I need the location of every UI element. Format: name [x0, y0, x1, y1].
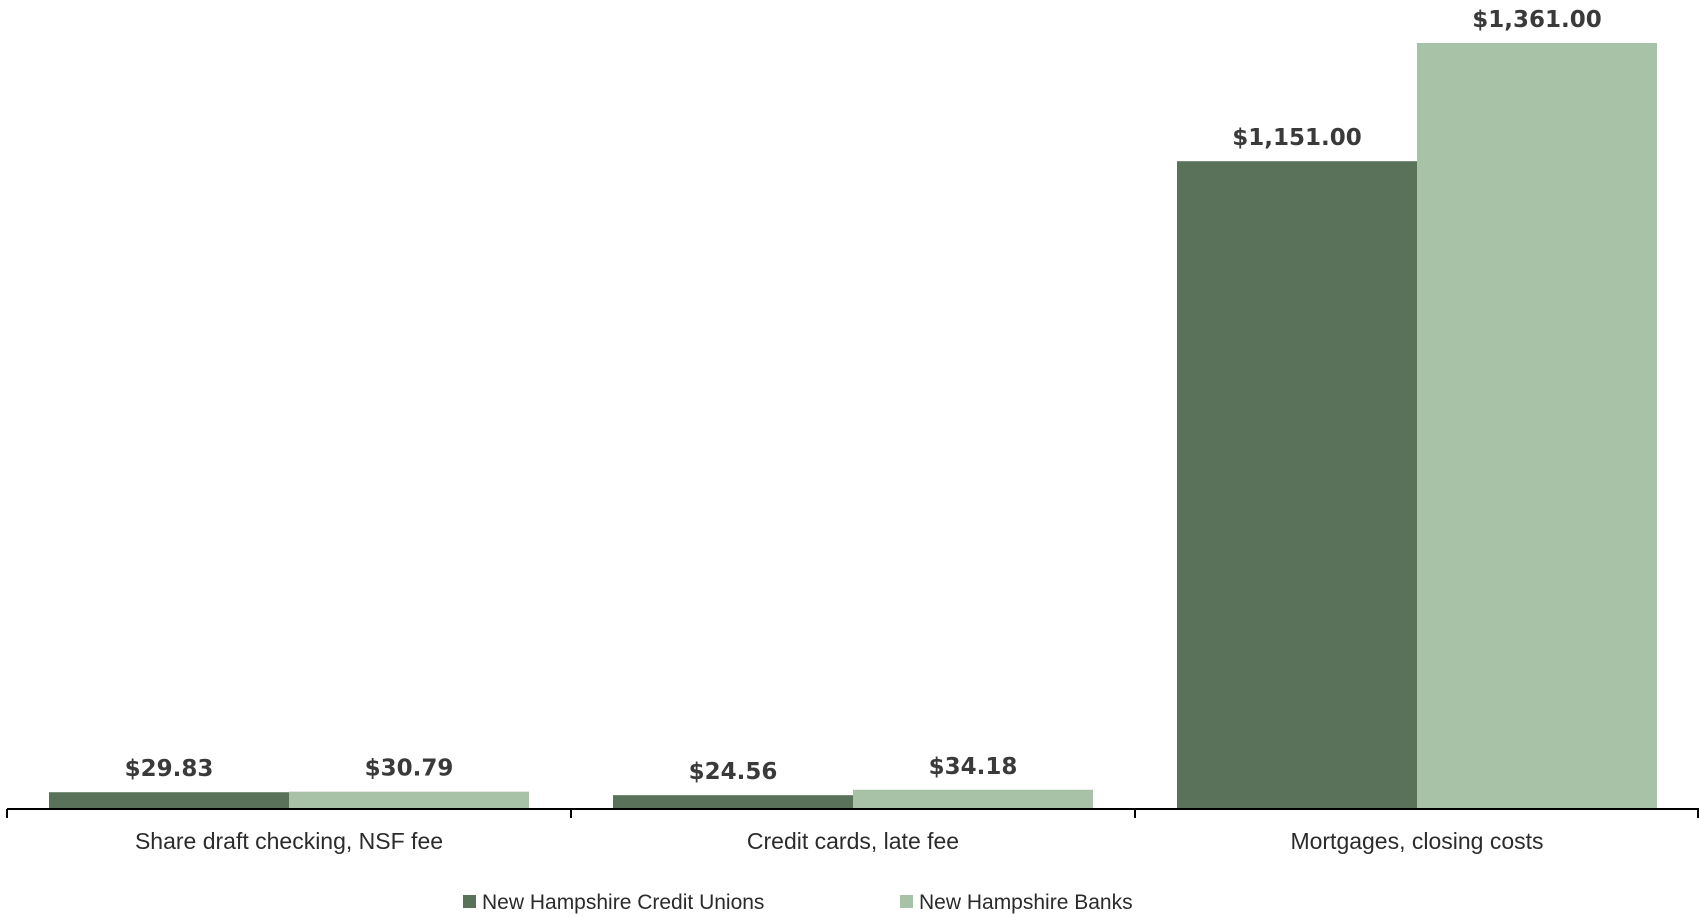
bars-group: [49, 43, 1657, 809]
bar-new-hampshire-banks-credit-cards-late-fee: [853, 789, 1093, 809]
category-labels-group: Share draft checking, NSF fee Credit card…: [135, 828, 1544, 854]
data-label-new-hampshire-banks-credit-cards-late-fee: $34.18: [929, 754, 1018, 780]
data-label-new-hampshire-credit-unions-mortgages-closing-costs: $1,151.00: [1232, 125, 1362, 151]
value-labels-group: $29.83 $30.79 $24.56 $34.18 $1,151.00 $1,361.…: [125, 7, 1602, 785]
legend-swatch-new-hampshire-banks: [900, 895, 913, 908]
bar-new-hampshire-credit-unions-share-draft-checking-nsf-fee: [49, 792, 289, 809]
x-axis: [6, 808, 1699, 818]
legend-label-new-hampshire-credit-unions: New Hampshire Credit Unions: [482, 891, 764, 914]
data-label-new-hampshire-banks-mortgages-closing-costs: $1,361.00: [1472, 7, 1602, 33]
data-label-new-hampshire-banks-share-draft-checking-nsf-fee: $30.79: [365, 756, 454, 782]
category-label-credit-cards-late-fee: Credit cards, late fee: [747, 828, 959, 854]
bar-new-hampshire-banks-mortgages-closing-costs: [1417, 43, 1657, 809]
bar-new-hampshire-credit-unions-mortgages-closing-costs: [1177, 161, 1417, 809]
data-label-new-hampshire-credit-unions-credit-cards-late-fee: $24.56: [689, 759, 778, 785]
legend-swatch-new-hampshire-credit-unions: [463, 895, 476, 908]
data-label-new-hampshire-credit-unions-share-draft-checking-nsf-fee: $29.83: [125, 756, 214, 782]
legend: New Hampshire Credit Unions New Hampshire…: [463, 891, 1133, 914]
category-label-mortgages-closing-costs: Mortgages, closing costs: [1290, 828, 1543, 854]
bar-new-hampshire-credit-unions-credit-cards-late-fee: [613, 795, 853, 809]
legend-label-new-hampshire-banks: New Hampshire Banks: [919, 891, 1133, 914]
category-label-share-draft-checking-nsf-fee: Share draft checking, NSF fee: [135, 828, 443, 854]
bar-new-hampshire-banks-share-draft-checking-nsf-fee: [289, 791, 529, 809]
